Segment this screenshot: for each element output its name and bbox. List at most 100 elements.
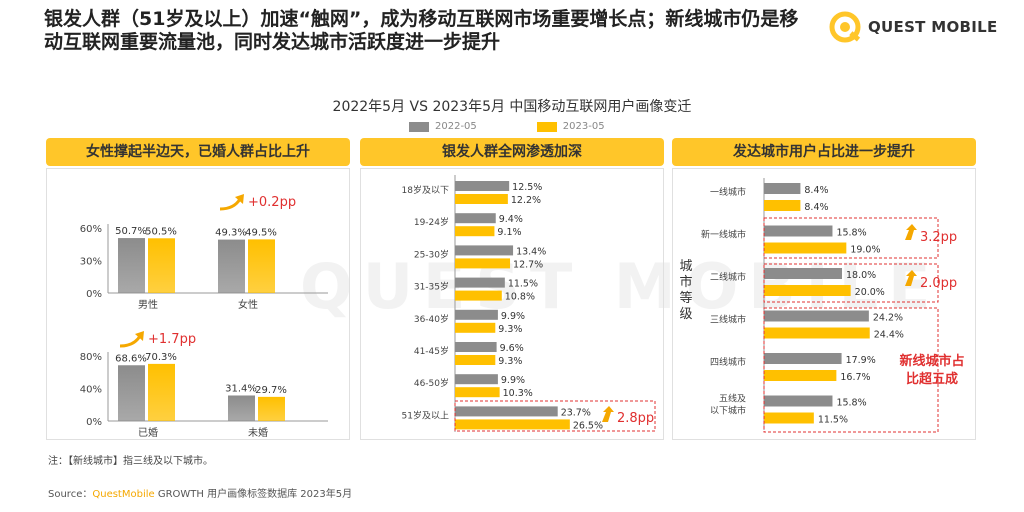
chart3-y-axis-label: 等 — [679, 290, 692, 306]
chart2-bar-label: 10.8% — [505, 292, 535, 303]
chart3-bar-label: 8.4% — [804, 185, 828, 196]
chart3-bar-2022-05-2 — [764, 268, 842, 279]
chart3-callout: 新线城市占 — [899, 353, 964, 369]
chart3-category-label: 新一线城市 — [701, 229, 746, 241]
chart3-bar-2022-05-1 — [764, 225, 833, 237]
chart3-bar-2023-05-1 — [764, 242, 847, 254]
chart3-bar-label: 15.8% — [836, 398, 866, 409]
chart2-bar-label: 12.5% — [512, 182, 542, 193]
panel-city — [672, 168, 976, 440]
chart1-ytick: 40% — [80, 385, 102, 396]
chart3-bar-2022-05-3 — [764, 310, 869, 322]
chart3-bar-2022-05-0 — [764, 183, 801, 194]
chart2-bar-label: 9.3% — [498, 356, 522, 367]
chart2-bar-2022-05-3 — [455, 277, 505, 288]
chart2-bar-2023-05-6 — [455, 387, 500, 398]
chart2-bar-label: 9.9% — [501, 375, 525, 386]
chart3-bar-2023-05-4 — [764, 370, 837, 381]
chart2-category-label: 25-30岁 — [414, 248, 449, 260]
chart1-bar-label: 29.7% — [255, 385, 287, 396]
chart2-bar-label: 13.4% — [516, 246, 546, 257]
legend: 2022-05 2023-05 — [409, 121, 605, 132]
footnote: 注：【新线城市】指三线及以下城市。 — [48, 456, 213, 467]
chart3-bar-label: 11.5% — [818, 415, 848, 426]
chart2-bar-label: 26.5% — [573, 420, 603, 431]
chart1-bar-2022-05-1 — [228, 395, 255, 421]
chart2-bar-2023-05-7 — [455, 419, 570, 430]
chart3-bar-label: 20.0% — [855, 287, 885, 298]
source-line: Source：QuestMobile GROWTH 用户画像标签数据库 2023… — [48, 485, 352, 500]
chart2-bar-label: 9.6% — [500, 343, 524, 354]
chart3-bar-label: 8.4% — [804, 202, 828, 213]
legend-label-2022: 2022-05 — [435, 121, 477, 132]
page-title: 银发人群（51岁及以上）加速“触网”，成为移动互联网市场重要增长点；新线城市仍是… — [44, 8, 799, 53]
chart0-bar-2022-05-1 — [218, 239, 245, 293]
chart2-bar-2023-05-2 — [455, 258, 511, 269]
legend-label-2023: 2023-05 — [562, 121, 605, 132]
chart2-bar-2022-05-0 — [455, 181, 510, 191]
chart0-annotation: +0.2pp — [248, 195, 296, 210]
chart2-bar-2022-05-4 — [455, 309, 498, 320]
chart1-bar-2022-05-0 — [118, 365, 145, 421]
chart2-bar-label: 9.1% — [497, 227, 521, 238]
chart2-category-label: 19-24岁 — [414, 216, 449, 228]
chart0-up-arrow-icon-head — [235, 194, 244, 204]
chart0-bar-2022-05-0 — [118, 238, 145, 293]
chart2-bar-2022-05-2 — [455, 245, 514, 256]
chart0-bar-2023-05-1 — [248, 239, 275, 293]
chart2-bar-2023-05-4 — [455, 322, 496, 333]
chart2-annotation: 2.8pp — [617, 411, 654, 426]
chart2-bar-label: 10.3% — [503, 388, 533, 399]
chart2-category-label: 31-35岁 — [414, 281, 449, 293]
chart0-bar-2023-05-0 — [148, 238, 175, 293]
chart0-category-label: 男性 — [138, 298, 158, 311]
chart2-category-label: 18岁及以下 — [402, 184, 449, 196]
panel-header-gender-marriage: 女性撑起半边天，已婚人群占比上升 — [46, 138, 350, 166]
legend-item-2023: 2023-05 — [536, 121, 605, 132]
chart2-bar-label: 12.7% — [513, 259, 543, 270]
chart2-up-arrow-icon — [602, 406, 614, 422]
chart2-bar-label: 11.5% — [508, 279, 538, 290]
chart3-up-arrow-icon-1 — [905, 224, 917, 240]
chart3-bar-label: 15.8% — [836, 228, 866, 239]
chart1-bar-label: 68.6% — [115, 353, 147, 364]
chart3-bar-label: 16.7% — [840, 372, 870, 383]
chart2-category-label: 51岁及以上 — [402, 409, 449, 421]
chart2-category-label: 36-40岁 — [414, 313, 449, 325]
chart0-bar-label: 49.3% — [215, 228, 247, 239]
chart3-category-label: 一线城市 — [710, 186, 746, 198]
chart0-ytick: 0% — [86, 289, 102, 300]
chart2-bar-2023-05-5 — [455, 355, 496, 365]
chart2-bar-label: 23.7% — [561, 407, 591, 418]
panel-header-age: 银发人群全网渗透加深 — [360, 138, 664, 166]
chart3-annotation: 3.2pp — [920, 230, 957, 245]
chart1-bar-label: 70.3% — [145, 352, 177, 363]
legend-swatch-2023 — [536, 121, 557, 132]
chart3-bar-2022-05-4 — [764, 353, 842, 364]
chart0-ytick: 30% — [80, 257, 102, 268]
chart1-category-label: 已婚 — [138, 426, 158, 439]
chart2-bar-label: 9.3% — [498, 324, 522, 335]
chart3-category-label: 二线城市 — [710, 271, 746, 283]
chart2-bar-label: 12.2% — [511, 195, 541, 206]
chart3-bar-label: 18.0% — [846, 270, 876, 281]
chart3-y-axis-label: 级 — [679, 307, 692, 322]
chart3-bar-label: 17.9% — [846, 355, 876, 366]
chart2-bar-2022-05-6 — [455, 374, 498, 385]
chart0-category-label: 女性 — [238, 298, 258, 311]
chart3-category-label: 三线城市 — [710, 314, 746, 326]
source-prefix: Source： — [48, 489, 93, 500]
chart1-annotation: +1.7pp — [148, 332, 196, 347]
panel-gender-marriage — [46, 168, 350, 440]
chart0-bar-label: 49.5% — [245, 227, 277, 238]
chart2-bar-2023-05-1 — [455, 226, 495, 237]
chart2-category-label: 41-45岁 — [414, 345, 449, 357]
chart3-bar-2023-05-0 — [764, 200, 801, 211]
chart3-bar-2022-05-5 — [764, 395, 833, 407]
chart3-bar-label: 19.0% — [850, 245, 880, 256]
chart1-bar-2023-05-1 — [258, 396, 285, 421]
chart2-highlight-box — [454, 400, 656, 432]
chart3-annotation: 2.0pp — [920, 276, 957, 291]
chart3-y-axis-label: 城 — [679, 259, 692, 274]
